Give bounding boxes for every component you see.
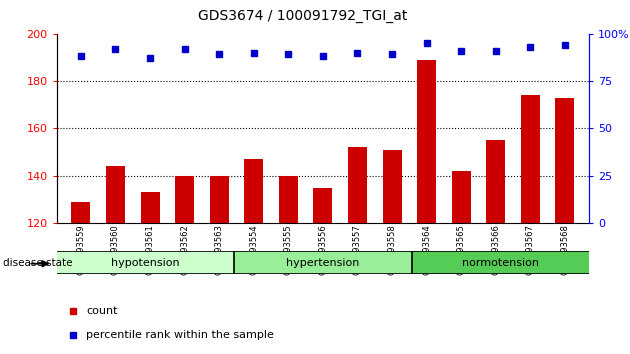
Bar: [417, 60, 436, 223]
Bar: [279, 176, 298, 223]
Text: percentile rank within the sample: percentile rank within the sample: [86, 330, 274, 339]
Text: GDS3674 / 100091792_TGI_at: GDS3674 / 100091792_TGI_at: [198, 9, 407, 23]
Bar: [71, 202, 90, 223]
Text: normotension: normotension: [462, 258, 539, 268]
Bar: [382, 150, 401, 223]
Bar: [313, 188, 333, 223]
Bar: [556, 98, 575, 223]
Text: hypertension: hypertension: [286, 258, 360, 268]
Bar: [411, 251, 589, 274]
Bar: [175, 176, 194, 223]
Bar: [486, 140, 505, 223]
Text: disease state: disease state: [3, 258, 72, 268]
Bar: [348, 147, 367, 223]
Bar: [57, 251, 234, 274]
Bar: [140, 192, 159, 223]
Text: hypotension: hypotension: [111, 258, 180, 268]
Bar: [210, 176, 229, 223]
Bar: [106, 166, 125, 223]
Bar: [244, 159, 263, 223]
Bar: [452, 171, 471, 223]
Text: count: count: [86, 306, 118, 316]
Bar: [521, 95, 540, 223]
Bar: [234, 251, 411, 274]
